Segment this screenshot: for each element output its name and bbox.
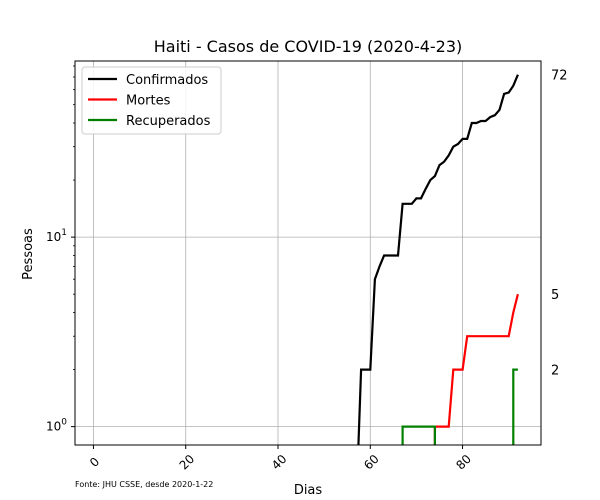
legend-label: Mortes (126, 94, 171, 109)
legend: Confirmados Mortes Recuperados (81, 66, 222, 135)
series-line-recuperados (401, 368, 518, 445)
x-axis-label: Dias (294, 483, 323, 498)
x-axis: 0 20 40 60 80 (87, 445, 474, 473)
x-tick-label: 80 (453, 452, 474, 473)
chart-title: Haiti - Casos de COVID-19 (2020-4-23) (154, 37, 463, 56)
y-axis: 100 101 (46, 65, 75, 434)
end-label: 2 (551, 364, 559, 379)
end-label: 72 (551, 69, 568, 84)
x-tick-label: 40 (269, 452, 290, 473)
plot-frame (74, 60, 542, 446)
x-tick-label: 20 (177, 452, 198, 473)
y-tick-label: 101 (46, 228, 67, 244)
y-tick-label: 100 (46, 418, 67, 434)
legend-label: Confirmados (126, 73, 208, 88)
x-tick-label: 60 (361, 452, 382, 473)
legend-label: Recuperados (126, 114, 211, 129)
end-label: 5 (551, 288, 559, 303)
plot-area (357, 74, 519, 445)
y-axis-label: Pessoas (21, 228, 36, 280)
source-note: Fonte: JHU CSSE, desde 2020-1-22 (75, 480, 213, 489)
x-tick-label: 0 (87, 455, 102, 470)
legend-box (81, 66, 222, 135)
series-line-mortes (433, 293, 519, 445)
series-line-confirmados (357, 74, 519, 445)
end-labels: 72 5 2 (551, 69, 568, 379)
